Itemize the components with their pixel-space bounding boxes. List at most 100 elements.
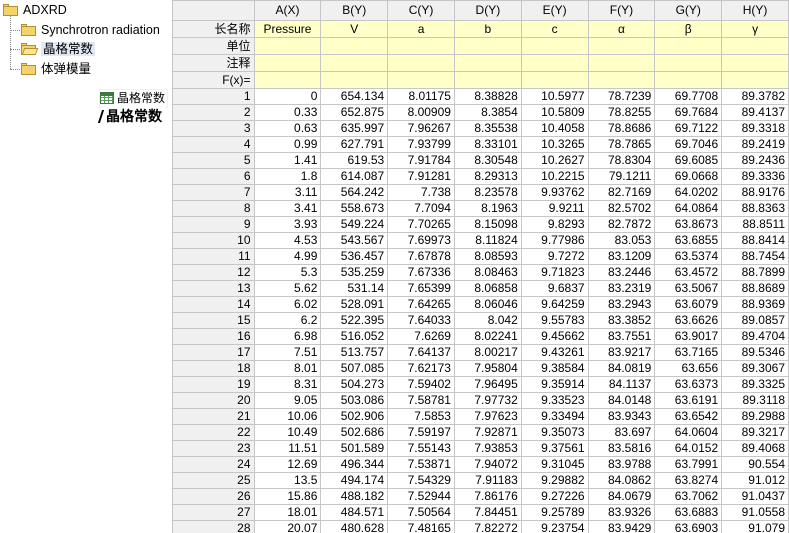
metadata-cell[interactable] xyxy=(320,54,389,72)
tree-root-adxrd[interactable]: ADXRD xyxy=(3,1,67,19)
data-cell[interactable]: 89.2419 xyxy=(721,136,789,153)
data-cell[interactable]: 13.5 xyxy=(253,472,322,489)
data-cell[interactable]: 11.51 xyxy=(253,440,322,457)
data-cell[interactable]: 7.64137 xyxy=(387,344,455,361)
data-cell[interactable]: 8.06858 xyxy=(453,280,522,297)
data-cell[interactable]: 0.63 xyxy=(253,120,322,137)
metadata-cell[interactable] xyxy=(721,37,789,55)
metadata-cell[interactable] xyxy=(721,54,789,72)
row-number[interactable]: 25 xyxy=(172,472,255,489)
data-cell[interactable]: 8.00217 xyxy=(453,344,522,361)
data-cell[interactable]: 64.0864 xyxy=(654,200,723,217)
data-cell[interactable]: 7.64265 xyxy=(387,296,455,313)
row-number[interactable]: 20 xyxy=(172,392,255,409)
data-cell[interactable]: 83.1209 xyxy=(587,248,656,265)
data-cell[interactable]: 6.98 xyxy=(253,328,322,345)
data-cell[interactable]: 89.2436 xyxy=(721,152,789,169)
data-cell[interactable]: 4.53 xyxy=(253,232,322,249)
row-number[interactable]: 21 xyxy=(172,408,255,425)
data-cell[interactable]: 549.224 xyxy=(320,216,389,233)
row-number[interactable]: 1 xyxy=(172,88,255,105)
data-cell[interactable]: 654.134 xyxy=(320,88,389,105)
metadata-cell[interactable]: a xyxy=(387,20,455,38)
corner-cell[interactable] xyxy=(172,0,255,21)
data-cell[interactable]: 496.344 xyxy=(320,456,389,473)
data-cell[interactable]: 83.9343 xyxy=(587,408,656,425)
metadata-row-label[interactable]: 注释 xyxy=(172,54,255,72)
tree-folder-lattice-constant[interactable]: 晶格常数 xyxy=(21,40,96,58)
row-number[interactable]: 2 xyxy=(172,104,255,121)
data-cell[interactable]: 7.92871 xyxy=(453,424,522,441)
row-number[interactable]: 12 xyxy=(172,264,255,281)
data-cell[interactable]: 9.27226 xyxy=(520,488,589,505)
row-number[interactable]: 9 xyxy=(172,216,255,233)
column-header[interactable]: H(Y) xyxy=(721,0,789,21)
rename-edit-box[interactable]: 晶格常数 xyxy=(103,107,165,126)
data-cell[interactable]: 63.4572 xyxy=(654,264,723,281)
data-cell[interactable]: 7.53871 xyxy=(387,456,455,473)
row-number[interactable]: 6 xyxy=(172,168,255,185)
data-cell[interactable]: 619.53 xyxy=(320,152,389,169)
data-cell[interactable]: 8.042 xyxy=(453,312,522,329)
data-cell[interactable]: 63.8274 xyxy=(654,472,723,489)
data-cell[interactable]: 10.49 xyxy=(253,424,322,441)
data-cell[interactable]: 83.2446 xyxy=(587,264,656,281)
data-cell[interactable]: 8.08593 xyxy=(453,248,522,265)
data-cell[interactable]: 7.50564 xyxy=(387,504,455,521)
data-cell[interactable]: 7.69973 xyxy=(387,232,455,249)
data-cell[interactable]: 9.55783 xyxy=(520,312,589,329)
data-cell[interactable]: 83.9788 xyxy=(587,456,656,473)
metadata-cell[interactable] xyxy=(654,71,723,89)
row-number[interactable]: 11 xyxy=(172,248,255,265)
data-cell[interactable]: 3.93 xyxy=(253,216,322,233)
data-cell[interactable]: 0.33 xyxy=(253,104,322,121)
data-cell[interactable]: 7.64033 xyxy=(387,312,455,329)
data-cell[interactable]: 7.91784 xyxy=(387,152,455,169)
column-header[interactable]: C(Y) xyxy=(387,0,455,21)
row-number[interactable]: 3 xyxy=(172,120,255,137)
metadata-row-label[interactable]: F(x)= xyxy=(172,71,255,89)
data-cell[interactable]: 88.7899 xyxy=(721,264,789,281)
metadata-cell[interactable] xyxy=(253,71,322,89)
data-cell[interactable]: 9.45662 xyxy=(520,328,589,345)
data-cell[interactable]: 10.2215 xyxy=(520,168,589,185)
data-cell[interactable]: 652.875 xyxy=(320,104,389,121)
metadata-cell[interactable] xyxy=(654,54,723,72)
metadata-row-label[interactable]: 单位 xyxy=(172,37,255,55)
data-cell[interactable]: 494.174 xyxy=(320,472,389,489)
data-cell[interactable]: 89.3318 xyxy=(721,120,789,137)
column-header[interactable]: G(Y) xyxy=(654,0,723,21)
data-cell[interactable]: 82.7169 xyxy=(587,184,656,201)
worksheet-grid[interactable]: A(X) B(Y) C(Y) D(Y) E(Y) F(Y) G(Y) H(Y) 长名称 Pres… xyxy=(172,0,789,533)
data-cell[interactable]: 9.33494 xyxy=(520,408,589,425)
data-cell[interactable]: 9.8293 xyxy=(520,216,589,233)
data-cell[interactable]: 89.4137 xyxy=(721,104,789,121)
metadata-cell[interactable] xyxy=(320,37,389,55)
row-number[interactable]: 18 xyxy=(172,360,255,377)
data-cell[interactable]: 8.02241 xyxy=(453,328,522,345)
data-cell[interactable]: 9.31045 xyxy=(520,456,589,473)
data-cell[interactable]: 8.38828 xyxy=(453,88,522,105)
data-cell[interactable]: 20.07 xyxy=(253,520,322,533)
row-number[interactable]: 7 xyxy=(172,184,255,201)
data-cell[interactable]: 84.0862 xyxy=(587,472,656,489)
data-cell[interactable]: 8.31 xyxy=(253,376,322,393)
metadata-cell[interactable] xyxy=(387,37,455,55)
data-cell[interactable]: 484.571 xyxy=(320,504,389,521)
data-cell[interactable]: 7.65399 xyxy=(387,280,455,297)
data-cell[interactable]: 91.0558 xyxy=(721,504,789,521)
data-cell[interactable]: 7.82272 xyxy=(453,520,522,533)
data-cell[interactable]: 543.567 xyxy=(320,232,389,249)
metadata-cell[interactable] xyxy=(587,71,656,89)
data-cell[interactable]: 8.00909 xyxy=(387,104,455,121)
data-cell[interactable]: 7.93853 xyxy=(453,440,522,457)
data-cell[interactable]: 9.71823 xyxy=(520,264,589,281)
metadata-cell[interactable]: α xyxy=(587,20,656,38)
data-cell[interactable]: 89.3782 xyxy=(721,88,789,105)
data-cell[interactable]: 91.079 xyxy=(721,520,789,533)
data-cell[interactable]: 83.9217 xyxy=(587,344,656,361)
data-cell[interactable]: 536.457 xyxy=(320,248,389,265)
data-cell[interactable]: 89.3118 xyxy=(721,392,789,409)
data-cell[interactable]: 8.01175 xyxy=(387,88,455,105)
data-cell[interactable]: 83.697 xyxy=(587,424,656,441)
